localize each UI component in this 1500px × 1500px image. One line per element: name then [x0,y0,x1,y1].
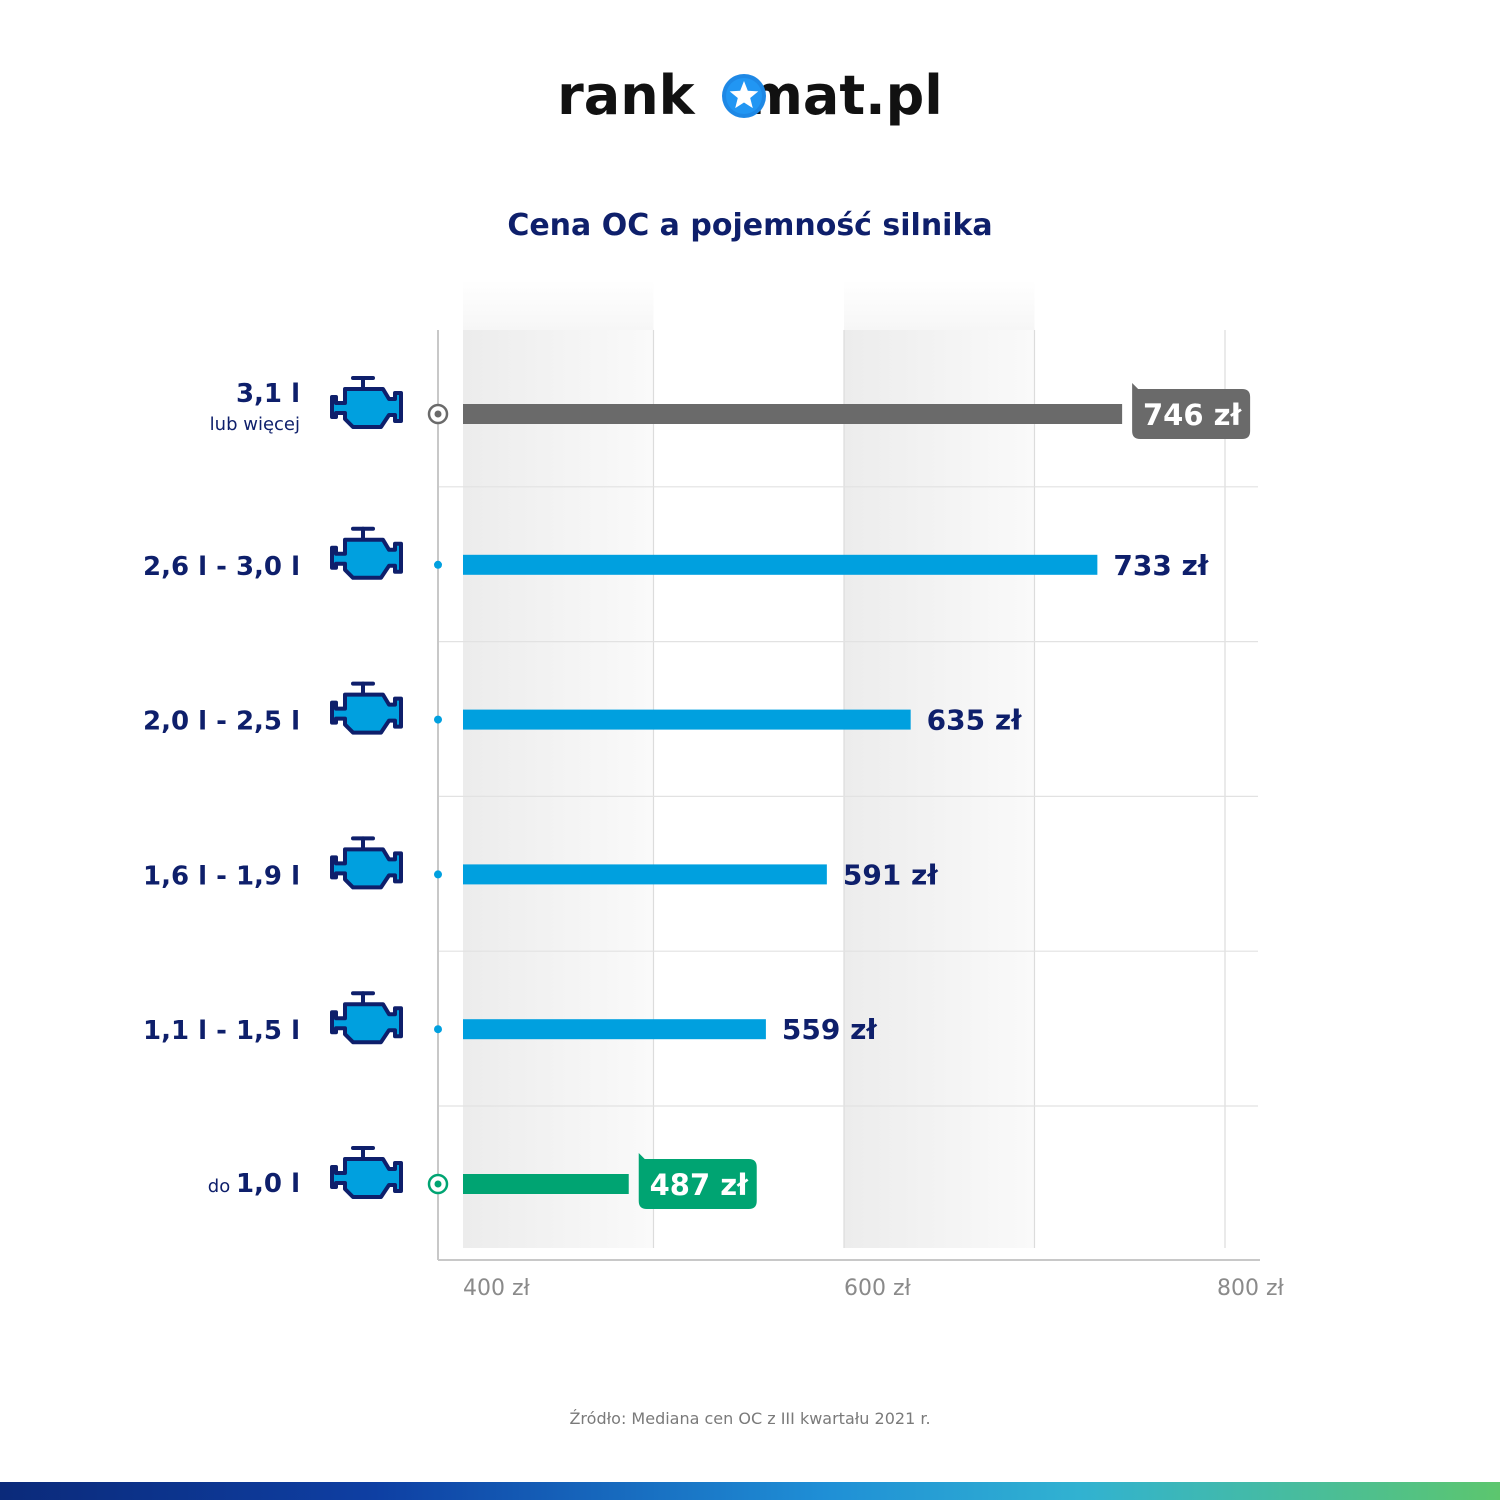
chart-row: 2,0 l - 2,5 l 635 zł [143,681,1022,737]
bar [463,709,911,730]
category-label: 3,1 l [236,379,300,409]
chart-row: do 1,0 l 487 zł [208,1146,757,1209]
value-badge [1132,383,1251,439]
value-label: 635 zł [927,704,1022,737]
logo-text-start: rank [557,64,696,127]
background-band [463,330,654,1248]
value-label: 487 zł [650,1168,750,1202]
category-prefix: do [208,1176,236,1197]
axes [437,330,1260,1261]
x-tick-labels: 400 zł 600 zł 800 zł [463,1276,1285,1301]
source-note: Źródło: Mediana cen OC z III kwartału 20… [569,1409,930,1428]
star-icon [722,74,766,118]
chart-row: 2,6 l - 3,0 l 733 zł [143,526,1209,582]
engine-icon [330,836,403,890]
axis-marker [434,560,442,569]
chart-row: 1,6 l - 1,9 l 591 zł [143,836,938,891]
axis-marker [434,1025,442,1034]
category-label: 2,6 l - 3,0 l [143,552,300,582]
category-label: 2,0 l - 2,5 l [143,707,300,737]
background-bands [463,280,1035,1248]
logo: rank mat.pl [557,64,943,127]
axis-marker-dot [434,410,442,418]
background-band-fade [844,280,1035,330]
category-label: 1,6 l - 1,9 l [143,861,300,891]
x-tick-label: 800 zł [1217,1276,1285,1301]
chart-rows: 3,1 l lub więcej 746 zł 2,6 l - 3,0 l 733 zł… [143,376,1251,1209]
category-main: 1,0 l [236,1169,300,1199]
logo-text-end: mat.pl [747,64,943,127]
engine-icon [330,681,403,735]
category-sublabel: lub więcej [210,414,300,435]
value-label: 559 zł [782,1013,877,1046]
value-label: 733 zł [1113,549,1208,582]
bar [463,864,827,885]
axis-marker-dot [434,1180,442,1188]
value-label: 591 zł [843,858,938,891]
engine-icon [330,376,403,429]
category-label: 1,1 l - 1,5 l [143,1016,300,1046]
engine-icon [330,526,403,580]
x-tick-label: 600 zł [844,1276,912,1301]
value-badge [638,1153,757,1209]
bar [463,1174,629,1194]
x-tick-label: 400 zł [463,1276,531,1301]
axis-marker [434,715,442,724]
background-band-fade [463,280,654,330]
bar [463,404,1123,424]
value-label: 746 zł [1143,398,1243,432]
background-band [844,330,1035,1248]
bar [463,1019,766,1040]
category-label: do 1,0 l [208,1169,300,1199]
bar [463,554,1098,575]
chart-row: 3,1 l lub więcej 746 zł [210,376,1251,439]
chart-title: Cena OC a pojemność silnika [507,208,992,243]
bottom-gradient-bar [0,1482,1500,1500]
chart-row: 1,1 l - 1,5 l 559 zł [143,991,877,1046]
engine-icon [330,1146,403,1199]
engine-icon [330,991,403,1045]
axis-marker [434,870,442,879]
gridlines [438,330,1258,1248]
